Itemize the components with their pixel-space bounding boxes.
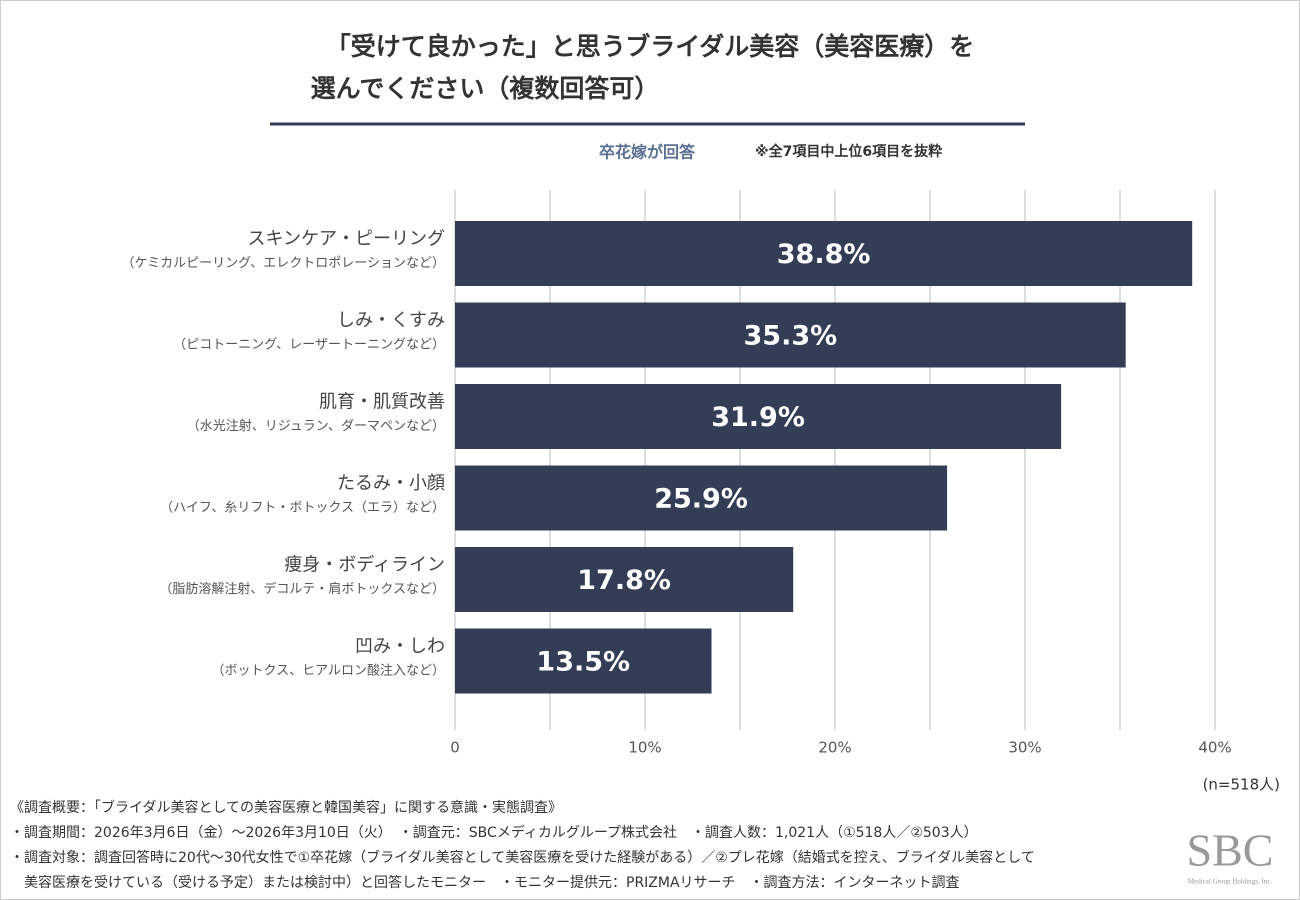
- category-label: しみ・くすみ: [337, 310, 445, 331]
- category-label: 凹み・しわ: [355, 636, 445, 657]
- value-label: 13.5%: [536, 647, 630, 678]
- x-tick-label: 0: [450, 739, 460, 757]
- footer-line: 《調査概要：「ブライダル美容としての美容医療と韓国美容」に関する意識・実態調査》: [10, 799, 562, 816]
- category-note: （ハイフ、糸リフト・ボトックス（エラ）など）: [160, 501, 445, 516]
- value-label: 31.9%: [711, 402, 805, 433]
- bar: [455, 384, 1062, 449]
- bar: [455, 221, 1193, 286]
- sample-size: (n=518人): [1203, 776, 1280, 794]
- category-note: （水光注射、リジュラン、ダーマペンなど）: [187, 418, 445, 434]
- footer-line: 美容医療を受けている（受ける予定）または検討中）と回答したモニター ・モニター提…: [10, 874, 960, 891]
- chart-title: 「受けて良かった」と思うブライダル美容（美容医療）を: [326, 32, 975, 61]
- chart-title: 選んでください（複数回答可）: [311, 74, 660, 103]
- bar: [455, 628, 712, 694]
- value-label: 35.3%: [744, 321, 838, 352]
- x-tick-label: 40%: [1198, 739, 1231, 757]
- category-note: （脂肪溶解注射、デコルテ・肩ボトックスなど）: [159, 581, 445, 597]
- value-label: 17.8%: [577, 565, 671, 596]
- category-note: （ケミカルピーリング、エレクトロポレーションなど）: [122, 256, 445, 271]
- bar: [455, 465, 948, 531]
- value-label: 25.9%: [654, 484, 748, 515]
- subtitle: 卒花嫁が回答: [599, 143, 696, 162]
- footer-line: ・調査期間：2026年3月6日（金）～2026年3月10日（火） ・調査元：SB…: [10, 824, 978, 841]
- bar: [455, 547, 794, 612]
- x-tick-label: 10%: [628, 739, 661, 757]
- logo: SBC: [1187, 825, 1274, 876]
- category-note: （ボットクス、ヒアルロン酸注入など）: [212, 664, 445, 679]
- x-tick-label: 30%: [1008, 739, 1041, 757]
- category-label: 肌育・肌質改善: [319, 392, 445, 413]
- category-label: スキンケア・ピーリング: [248, 229, 445, 250]
- category-label: 痩身・ボディライン: [284, 555, 445, 576]
- footer-line: ・調査対象：調査回答時に20代～30代女性で①卒花嫁（ブライダル美容として美容医…: [10, 849, 1035, 866]
- category-label: たるみ・小顔: [337, 473, 445, 494]
- category-note: （ピコトーニング、レーザートーニングなど）: [173, 338, 445, 353]
- note: ※全7項目中上位6項目を抜粋: [755, 143, 942, 160]
- bar: [455, 302, 1126, 368]
- logo-caption: Medical Group Holdings, Inc.: [1188, 878, 1272, 886]
- x-tick-label: 20%: [818, 739, 851, 757]
- value-label: 38.8%: [777, 239, 871, 270]
